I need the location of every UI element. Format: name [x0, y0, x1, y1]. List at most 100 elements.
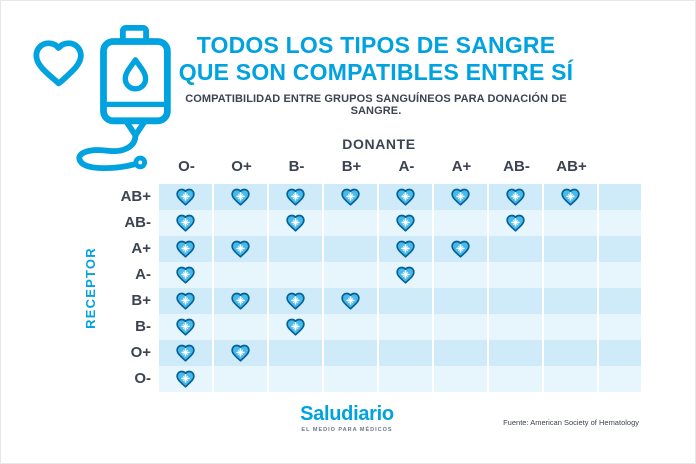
- cell-B--O-: [159, 314, 214, 340]
- cell-B--AB+: [544, 314, 599, 340]
- cell-A+-A-: [379, 236, 434, 262]
- brand-name: Saludiario: [300, 403, 394, 425]
- grid-row-B+: [159, 288, 641, 314]
- heart-check-icon: [285, 213, 306, 233]
- grid-filler: [599, 314, 641, 340]
- cell-O--AB+: [544, 366, 599, 392]
- receptor-row-label-B-: B-: [135, 318, 151, 335]
- cell-O+-O+: [214, 340, 269, 366]
- column-headers: O- O+ B- B+ A- A+ AB- AB+: [159, 158, 599, 175]
- cell-A+-O-: [159, 236, 214, 262]
- cell-O--AB-: [489, 366, 544, 392]
- source-credit: Fuente: American Society of Hematology: [503, 418, 639, 427]
- header: TODOS LOS TIPOS DE SANGRE QUE SON COMPAT…: [169, 32, 583, 117]
- receptor-row-label-O-: O-: [134, 370, 151, 387]
- cell-AB+-AB+: [544, 184, 599, 210]
- grid-filler: [599, 366, 641, 392]
- heart-check-icon: [285, 317, 306, 337]
- heart-check-icon: [560, 187, 581, 207]
- heart-check-icon: [340, 291, 361, 311]
- heart-check-icon: [450, 187, 471, 207]
- grid-filler: [599, 184, 641, 210]
- cell-AB--O-: [159, 210, 214, 236]
- cell-A--B+: [324, 262, 379, 288]
- cell-AB+-A+: [434, 184, 489, 210]
- cell-AB--AB-: [489, 210, 544, 236]
- donor-col-header-A-: A-: [398, 158, 415, 175]
- heart-check-icon: [395, 265, 416, 285]
- heart-check-icon: [175, 265, 196, 285]
- heart-check-icon: [340, 187, 361, 207]
- cell-AB--A+: [434, 210, 489, 236]
- grid-row-O-: [159, 366, 641, 392]
- grid-filler: [599, 340, 641, 366]
- receptor-row-label-A+: A+: [131, 240, 151, 257]
- heart-check-icon: [450, 239, 471, 259]
- cell-A--AB-: [489, 262, 544, 288]
- cell-B--B+: [324, 314, 379, 340]
- page-subtitle: COMPATIBILIDAD ENTRE GRUPOS SANGUÍNEOS P…: [185, 93, 567, 118]
- cell-A+-A+: [434, 236, 489, 262]
- receptor-row-label-B+: B+: [131, 292, 151, 309]
- heart-check-icon: [395, 187, 416, 207]
- tube-end: [133, 155, 148, 170]
- cell-A+-AB-: [489, 236, 544, 262]
- cell-B--AB-: [489, 314, 544, 340]
- cell-B+-O-: [159, 288, 214, 314]
- cell-AB+-O+: [214, 184, 269, 210]
- grid-filler: [599, 288, 641, 314]
- cell-A--B-: [269, 262, 324, 288]
- cell-B+-A-: [379, 288, 434, 314]
- cell-O+-AB-: [489, 340, 544, 366]
- cell-O--A-: [379, 366, 434, 392]
- cell-B+-AB-: [489, 288, 544, 314]
- cell-AB--O+: [214, 210, 269, 236]
- heart-check-icon: [230, 239, 251, 259]
- cell-O+-A+: [434, 340, 489, 366]
- bag-body: [100, 38, 171, 125]
- cell-AB+-O-: [159, 184, 214, 210]
- heart-check-icon: [230, 187, 251, 207]
- heart-check-icon: [230, 291, 251, 311]
- cell-O--O-: [159, 366, 214, 392]
- cell-B+-B-: [269, 288, 324, 314]
- grid-row-B-: [159, 314, 641, 340]
- heart-check-icon: [395, 239, 416, 259]
- donor-col-header-O+: O+: [231, 158, 252, 175]
- donor-col-header-O-: O-: [178, 158, 195, 175]
- grid-row-A+: [159, 236, 641, 262]
- page-title-line1: TODOS LOS TIPOS DE SANGRE: [196, 32, 556, 58]
- cell-AB+-AB-: [489, 184, 544, 210]
- receptor-row-label-O+: O+: [130, 344, 151, 361]
- cell-A+-AB+: [544, 236, 599, 262]
- donor-col-header-B-: B-: [288, 158, 305, 175]
- grid-row-AB+: [159, 184, 641, 210]
- heart-check-icon: [285, 187, 306, 207]
- heart-check-icon: [395, 213, 416, 233]
- cell-AB--B+: [324, 210, 379, 236]
- grid-row-O+: [159, 340, 641, 366]
- cell-AB--A-: [379, 210, 434, 236]
- heart-check-icon: [175, 239, 196, 259]
- brand-logo: Saludiario EL MEDIO PARA MÉDICOS: [286, 403, 408, 433]
- cell-AB+-B+: [324, 184, 379, 210]
- heart-check-icon: [285, 291, 306, 311]
- compatibility-grid: [159, 184, 641, 392]
- cell-O+-O-: [159, 340, 214, 366]
- blood-bag-heart-icon: [33, 25, 171, 172]
- iv-tube: [76, 132, 139, 172]
- heart-check-icon: [175, 369, 196, 389]
- cell-O--O+: [214, 366, 269, 392]
- brand-tagline: EL MEDIO PARA MÉDICOS: [301, 427, 393, 433]
- grid-row-A-: [159, 262, 641, 288]
- cell-A--A+: [434, 262, 489, 288]
- cell-B+-AB+: [544, 288, 599, 314]
- blood-drop-icon: [122, 57, 149, 92]
- cell-O+-A-: [379, 340, 434, 366]
- heart-check-icon: [230, 343, 251, 363]
- cell-A+-B+: [324, 236, 379, 262]
- cell-AB+-A-: [379, 184, 434, 210]
- cell-A+-B-: [269, 236, 324, 262]
- cell-B+-B+: [324, 288, 379, 314]
